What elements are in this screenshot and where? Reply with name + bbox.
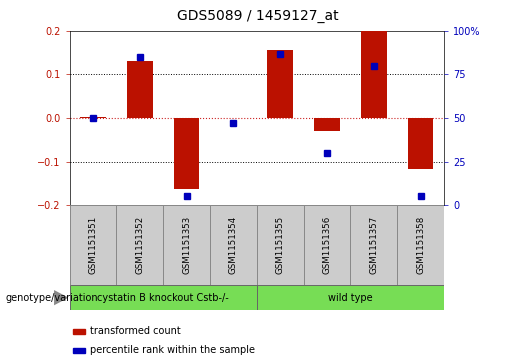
- Bar: [127, 61, 152, 118]
- Text: GSM1151358: GSM1151358: [416, 216, 425, 274]
- Bar: [267, 50, 293, 118]
- Bar: [70, 205, 116, 285]
- Text: GSM1151355: GSM1151355: [276, 216, 285, 274]
- Bar: [116, 205, 163, 285]
- Bar: [70, 285, 256, 310]
- Text: cystatin B knockout Cstb-/-: cystatin B knockout Cstb-/-: [97, 293, 229, 303]
- Bar: [256, 285, 444, 310]
- Bar: [408, 118, 434, 170]
- Bar: [397, 205, 444, 285]
- Bar: [210, 205, 256, 285]
- Bar: [163, 205, 210, 285]
- Bar: [350, 205, 397, 285]
- Bar: [361, 31, 387, 118]
- Text: percentile rank within the sample: percentile rank within the sample: [90, 345, 255, 355]
- Text: GSM1151353: GSM1151353: [182, 216, 191, 274]
- Polygon shape: [54, 290, 68, 305]
- Text: GSM1151351: GSM1151351: [89, 216, 97, 274]
- Bar: [256, 205, 303, 285]
- Bar: [80, 117, 106, 118]
- Text: GSM1151354: GSM1151354: [229, 216, 238, 274]
- Bar: [73, 329, 84, 334]
- Text: GSM1151356: GSM1151356: [322, 216, 332, 274]
- Text: wild type: wild type: [328, 293, 373, 303]
- Text: GSM1151357: GSM1151357: [369, 216, 378, 274]
- Bar: [314, 118, 340, 131]
- Text: transformed count: transformed count: [90, 326, 181, 337]
- Text: GDS5089 / 1459127_at: GDS5089 / 1459127_at: [177, 9, 338, 23]
- Bar: [73, 348, 84, 353]
- Text: GSM1151352: GSM1151352: [135, 216, 144, 274]
- Bar: [174, 118, 199, 189]
- Bar: [303, 205, 350, 285]
- Text: genotype/variation: genotype/variation: [5, 293, 98, 303]
